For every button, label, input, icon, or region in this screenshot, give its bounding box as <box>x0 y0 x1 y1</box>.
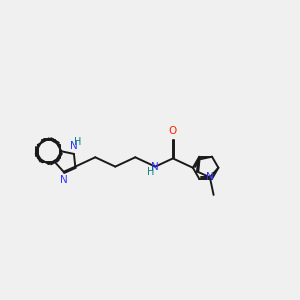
Text: H: H <box>147 167 155 177</box>
Text: N: N <box>70 141 78 151</box>
Text: N: N <box>60 176 68 185</box>
Text: N: N <box>206 172 214 182</box>
Text: N: N <box>152 162 159 172</box>
Text: O: O <box>169 126 177 136</box>
Text: H: H <box>74 137 81 147</box>
